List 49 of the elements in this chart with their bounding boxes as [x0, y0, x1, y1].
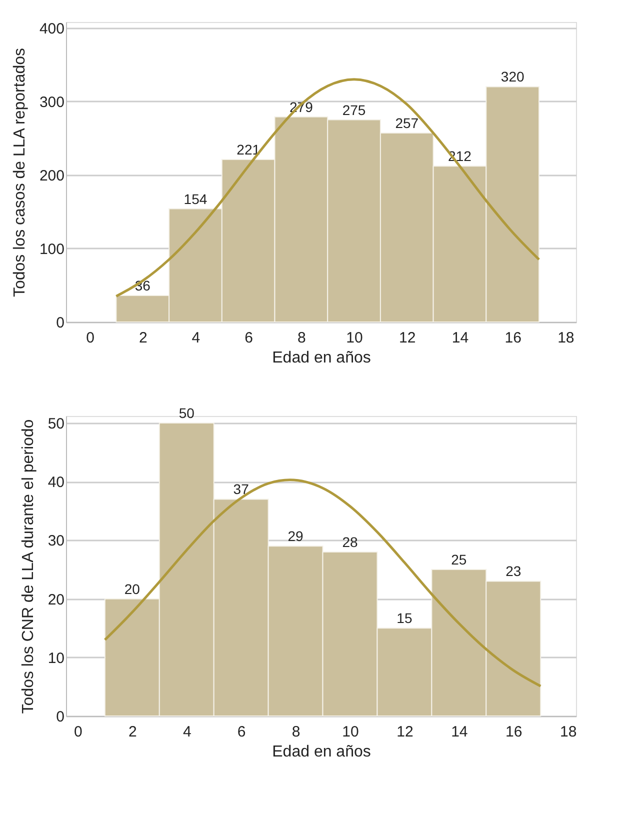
y-axis-title: Todos los casos de LLA reportados — [11, 48, 28, 298]
y-tick-label: 50 — [48, 416, 64, 433]
y-tick-label: 300 — [39, 94, 64, 111]
data-label: 25 — [451, 552, 467, 568]
x-tick-label: 4 — [192, 330, 200, 346]
x-tick-label: 0 — [74, 724, 82, 740]
x-tick-label: 18 — [558, 330, 574, 346]
x-tick-label: 12 — [396, 724, 414, 740]
data-label: 221 — [236, 142, 260, 158]
x-tick-label: 12 — [399, 330, 416, 346]
data-label: 29 — [288, 528, 304, 544]
data-label: 320 — [500, 68, 524, 85]
x-axis-title: Edad en años — [272, 350, 371, 366]
x-tick-label: 6 — [237, 724, 246, 740]
y-tick-label: 200 — [39, 167, 64, 184]
y-tick-label: 20 — [48, 591, 64, 608]
x-axis-title: Edad en años — [272, 744, 371, 760]
data-label: 37 — [233, 481, 250, 498]
y-tick-label: 100 — [39, 240, 64, 258]
x-tick-label: 14 — [451, 724, 468, 740]
data-label: 257 — [395, 115, 419, 132]
data-label: 15 — [396, 610, 412, 626]
x-tick-label: 0 — [86, 330, 94, 346]
data-label: 23 — [506, 563, 522, 580]
y-axis-title: Todos los CNR de LLA durante el periodo — [20, 419, 37, 714]
x-tick-label: 6 — [244, 330, 254, 346]
x-tick-label: 10 — [342, 724, 359, 740]
y-tick-label: 10 — [48, 650, 64, 667]
x-tick-label: 2 — [138, 330, 148, 346]
data-label: 275 — [342, 102, 366, 118]
x-tick-label: 8 — [298, 330, 306, 346]
x-tick-label: 14 — [452, 330, 469, 346]
x-tick-label: 10 — [346, 330, 363, 346]
y-tick-label: 30 — [48, 532, 64, 550]
y-tick-label: 0 — [56, 708, 64, 726]
x-tick-label: 16 — [506, 724, 522, 740]
y-tick-label: 400 — [39, 20, 64, 38]
data-label: 154 — [184, 190, 208, 207]
line-series — [104, 478, 542, 688]
y-tick-label: 40 — [48, 474, 64, 492]
data-label: 28 — [342, 534, 358, 550]
x-tick-label: 2 — [128, 724, 137, 740]
data-label: 50 — [178, 405, 195, 422]
x-tick-label: 16 — [504, 330, 522, 346]
x-tick-label: 4 — [182, 724, 192, 740]
y-tick-label: 0 — [56, 314, 64, 332]
x-tick-label: 18 — [560, 724, 577, 740]
data-label: 20 — [124, 580, 140, 597]
x-tick-label: 8 — [292, 724, 300, 740]
